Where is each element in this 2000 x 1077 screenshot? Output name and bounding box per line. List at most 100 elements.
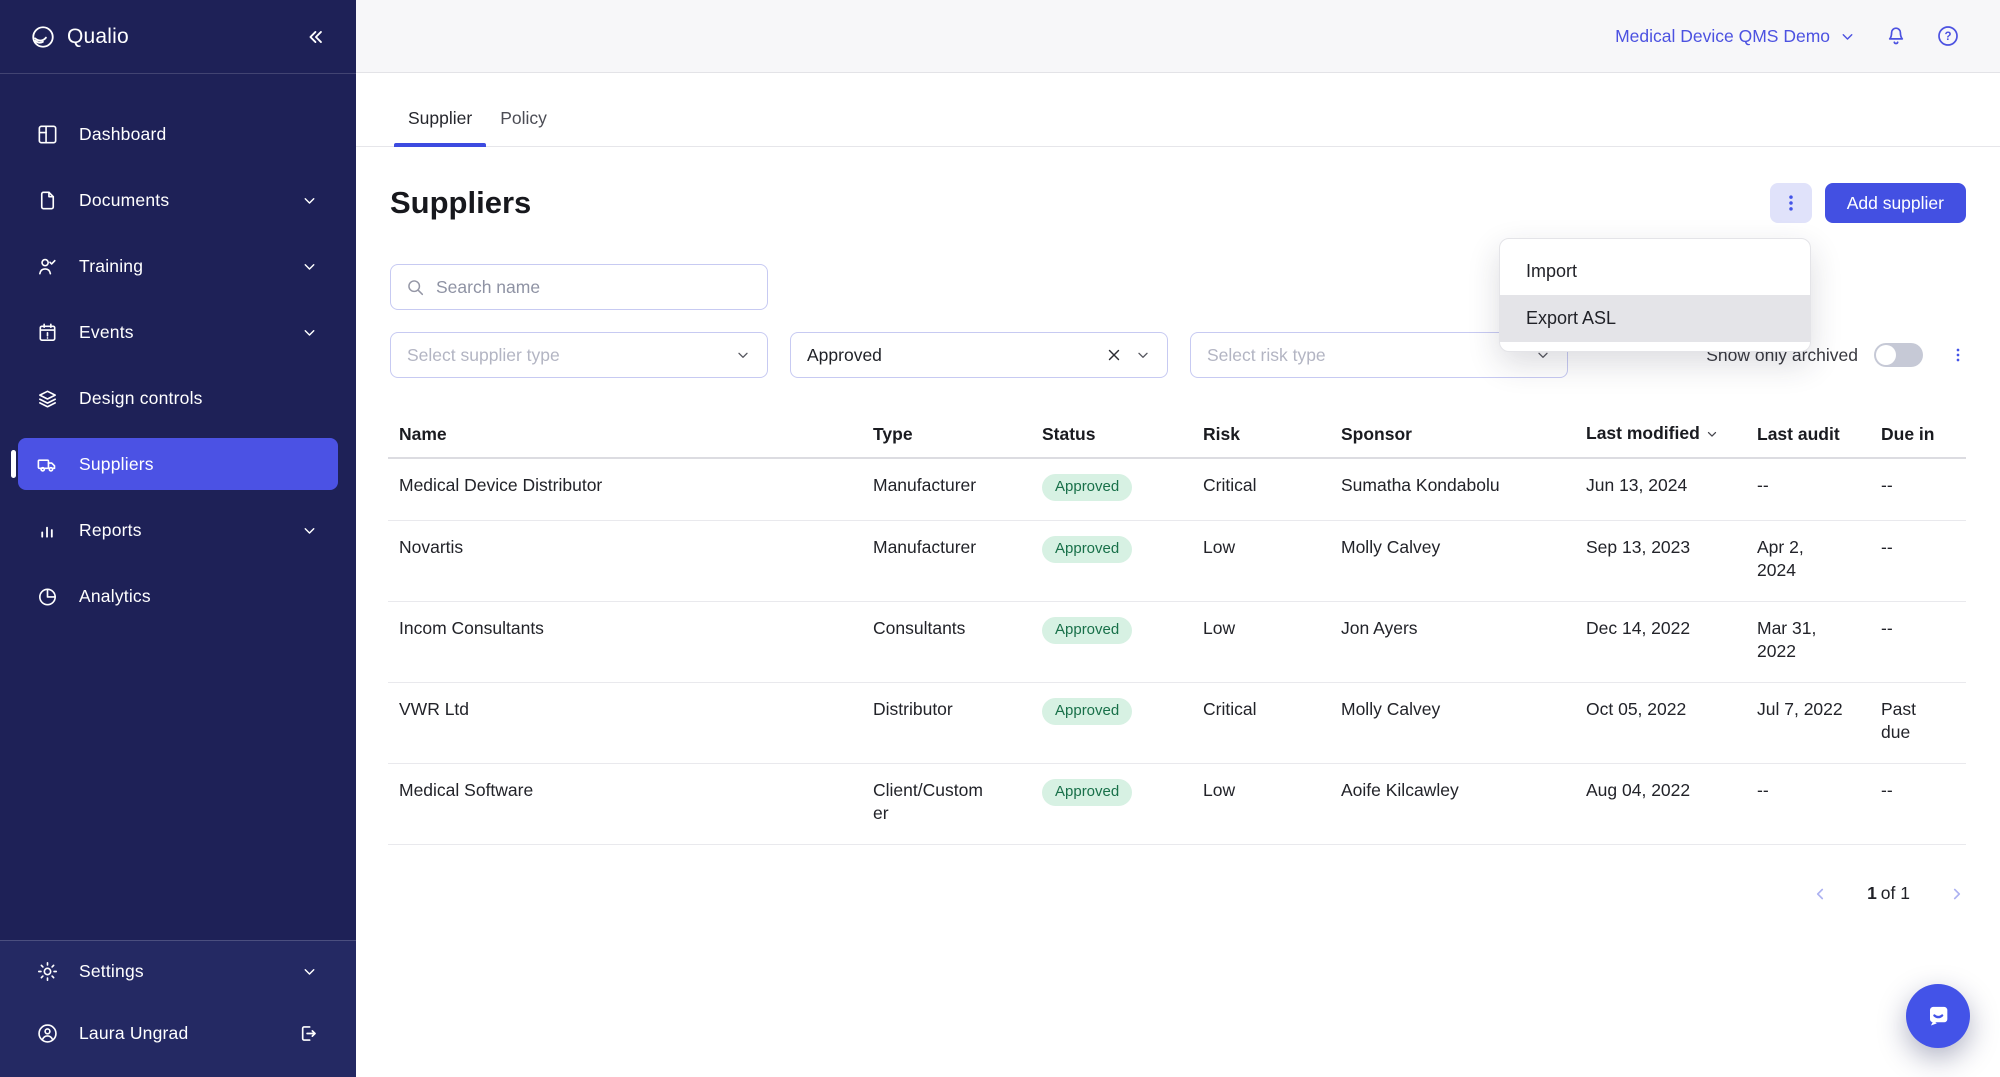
sidebar-item-label: Documents [79, 189, 170, 210]
table-row[interactable]: Medical Software Client/Customer Approve… [388, 763, 1966, 845]
org-switcher[interactable]: Medical Device QMS Demo [1615, 26, 1856, 47]
table-row[interactable]: VWR Ltd Distributor Approved Critical Mo… [388, 682, 1966, 764]
sidebar-item-events[interactable]: Events [18, 306, 338, 358]
chevron-down-icon [301, 963, 318, 980]
cell-status: Approved [1042, 458, 1203, 521]
sort-desc-icon [1705, 425, 1719, 446]
column-header-type[interactable]: Type [873, 412, 1042, 459]
truck-icon [36, 453, 59, 476]
cell-sponsor: Molly Calvey [1341, 520, 1586, 602]
cell-name: Novartis [388, 520, 873, 602]
supplier-type-select[interactable]: Select supplier type [390, 332, 768, 378]
cell-name: Medical Device Distributor [388, 458, 873, 521]
sidebar: Qualio Dashboard Documents [0, 0, 356, 1077]
cell-name: Incom Consultants [388, 601, 873, 683]
clear-filter-icon[interactable] [1105, 346, 1123, 364]
sidebar-item-training[interactable]: Training [18, 240, 338, 292]
document-icon [36, 189, 59, 212]
column-header-risk[interactable]: Risk [1203, 412, 1341, 459]
avatar-icon [36, 1022, 59, 1045]
cell-type: Manufacturer [873, 520, 1042, 602]
sidebar-item-label: Dashboard [79, 123, 167, 144]
status-badge: Approved [1042, 474, 1133, 501]
chat-bubble-icon [1930, 1006, 1948, 1026]
table-header-row: Name Type Status Risk Sponsor Last modif… [388, 412, 1966, 459]
collapse-sidebar-icon[interactable] [304, 26, 326, 48]
cell-sponsor: Sumatha Kondabolu [1341, 458, 1586, 521]
table-row[interactable]: Novartis Manufacturer Approved Low Molly… [388, 520, 1966, 602]
chevron-down-icon [301, 192, 318, 209]
sidebar-header: Qualio [0, 0, 356, 74]
page-content: Suppliers Add supplier Select supplier t… [356, 147, 2000, 1077]
column-header-status[interactable]: Status [1042, 412, 1203, 459]
cell-sponsor: Molly Calvey [1341, 682, 1586, 764]
table-options-kebab-icon[interactable] [1950, 347, 1966, 363]
cell-sponsor: Jon Ayers [1341, 601, 1586, 683]
more-actions-button[interactable] [1769, 183, 1812, 223]
chevron-down-icon [1842, 33, 1853, 40]
status-select[interactable]: Approved [790, 332, 1168, 378]
cell-due-in: -- [1881, 601, 1966, 683]
column-header-sponsor[interactable]: Sponsor [1341, 412, 1586, 459]
sidebar-item-design-controls[interactable]: Design controls [18, 372, 338, 424]
tab-supplier[interactable]: Supplier [394, 108, 487, 147]
cell-last-audit: Apr 2, 2024 [1757, 520, 1881, 602]
sidebar-user[interactable]: Laura Ungrad [18, 1007, 338, 1059]
cell-last-audit: Mar 31, 2022 [1757, 601, 1881, 683]
archived-toggle[interactable] [1874, 343, 1923, 367]
chevron-down-icon [1535, 347, 1551, 363]
column-header-last-modified[interactable]: Last modified [1586, 412, 1757, 459]
cell-name: VWR Ltd [388, 682, 873, 764]
kebab-icon [1788, 195, 1793, 211]
column-header-name[interactable]: Name [388, 412, 873, 459]
pagination: 1 of 1 [1811, 883, 1966, 904]
cell-last-modified: Aug 04, 2022 [1586, 763, 1757, 845]
cell-last-modified: Jun 13, 2024 [1586, 458, 1757, 521]
previous-page-icon[interactable] [1811, 885, 1829, 903]
cell-due-in: -- [1881, 520, 1966, 602]
cell-type: Consultants [873, 601, 1042, 683]
sidebar-item-documents[interactable]: Documents [18, 174, 338, 226]
sidebar-item-label: Analytics [79, 585, 151, 606]
status-badge: Approved [1042, 698, 1133, 725]
qualio-logo-icon [30, 24, 56, 50]
sidebar-item-label: Settings [79, 960, 144, 981]
menu-item-import[interactable]: Import [1526, 261, 1578, 281]
column-header-last-audit[interactable]: Last audit [1757, 412, 1881, 459]
tab-policy[interactable]: Policy [500, 108, 547, 128]
sidebar-item-label: Design controls [79, 387, 203, 408]
sidebar-item-reports[interactable]: Reports [18, 504, 338, 556]
cell-type: Distributor [873, 682, 1042, 764]
svg-text:?: ? [1944, 31, 1951, 43]
sidebar-item-label: Reports [79, 519, 142, 540]
help-icon[interactable]: ? [1936, 24, 1960, 48]
logout-icon[interactable] [297, 1023, 318, 1044]
suppliers-table: Name Type Status Risk Sponsor Last modif… [388, 412, 1966, 845]
table-row[interactable]: Medical Device Distributor Manufacturer … [388, 458, 1966, 521]
column-header-label: Last modified [1586, 423, 1700, 443]
topbar: Medical Device QMS Demo ? [356, 0, 2000, 73]
column-header-due-in[interactable]: Due in [1881, 412, 1966, 459]
sidebar-item-settings[interactable]: Settings [18, 945, 338, 997]
supplier-type-placeholder: Select supplier type [407, 344, 560, 365]
cell-last-audit: -- [1757, 763, 1881, 845]
menu-item-export-asl[interactable]: Export ASL [1500, 295, 1810, 342]
cell-risk: Critical [1203, 682, 1341, 764]
search-icon [408, 279, 424, 295]
table-row[interactable]: Incom Consultants Consultants Approved L… [388, 601, 1966, 683]
cell-due-in-overdue: Past due [1881, 682, 1966, 764]
notifications-bell-icon[interactable] [1884, 24, 1908, 48]
search-input[interactable] [436, 276, 753, 298]
cell-status: Approved [1042, 763, 1203, 845]
user-check-icon [36, 255, 59, 278]
sidebar-item-dashboard[interactable]: Dashboard [18, 108, 338, 160]
sidebar-item-analytics[interactable]: Analytics [18, 570, 338, 622]
page-actions: Add supplier [1769, 183, 1966, 223]
sidebar-item-label: Suppliers [79, 453, 154, 474]
tab-bar: Supplier Policy [356, 73, 2000, 147]
cell-type: Manufacturer [873, 458, 1042, 521]
next-page-icon[interactable] [1948, 885, 1966, 903]
add-supplier-button[interactable]: Add supplier [1824, 183, 1966, 223]
sidebar-item-suppliers[interactable]: Suppliers [11, 438, 338, 490]
chat-widget-button[interactable] [1906, 984, 1970, 1048]
